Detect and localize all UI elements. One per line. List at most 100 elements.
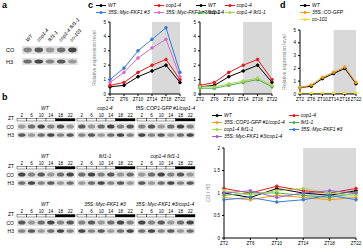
svg-text:CO: CO: [8, 124, 14, 130]
svg-text:5: 5: [193, 20, 196, 25]
svg-text:ZT18: ZT18: [161, 97, 172, 102]
svg-text:ZT22: ZT22: [351, 97, 355, 102]
svg-text:Relative expression level: Relative expression level: [281, 34, 287, 89]
svg-text:10: 10: [159, 113, 165, 118]
svg-text:10: 10: [39, 113, 45, 118]
svg-text:10: 10: [39, 209, 45, 214]
svg-text:14: 14: [108, 209, 114, 214]
svg-text:22: 22: [68, 113, 74, 118]
svg-text:4: 4: [103, 34, 106, 39]
svg-text:18: 18: [118, 209, 124, 214]
svg-text:ZT18: ZT18: [340, 97, 351, 102]
svg-text:0: 0: [217, 236, 220, 241]
svg-text:14: 14: [48, 209, 54, 214]
svg-text:18: 18: [178, 209, 184, 214]
svg-text:2: 2: [81, 113, 84, 118]
svg-text:ZT22: ZT22: [267, 97, 278, 102]
svg-text:ZT: ZT: [8, 115, 14, 121]
svg-text:6: 6: [90, 161, 93, 166]
svg-text:ZT2: ZT2: [296, 97, 304, 102]
svg-text:1: 1: [293, 79, 296, 84]
svg-text:6: 6: [30, 209, 33, 214]
svg-text:10: 10: [99, 113, 105, 118]
svg-text:2: 2: [141, 161, 144, 166]
svg-text:22: 22: [188, 209, 194, 214]
svg-text:ZT14: ZT14: [147, 97, 158, 102]
svg-text:35S::Myc-FKF1 #3: 35S::Myc-FKF1 #3: [84, 201, 126, 207]
svg-text:0.5: 0.5: [214, 213, 221, 218]
svg-text:ZT10: ZT10: [224, 97, 235, 102]
svg-text:cop1-4: cop1-4: [97, 105, 113, 111]
svg-text:H3: H3: [8, 180, 14, 186]
svg-text:10: 10: [39, 161, 45, 166]
svg-text:fkf1-1: fkf1-1: [99, 153, 112, 159]
svg-text:35S::Myc-FKF1 #3/cop1-4: 35S::Myc-FKF1 #3/cop1-4: [136, 201, 194, 207]
svg-text:2: 2: [217, 146, 220, 151]
svg-text:ZT14: ZT14: [238, 97, 249, 102]
svg-text:18: 18: [58, 161, 64, 166]
svg-text:18: 18: [178, 113, 184, 118]
svg-text:2: 2: [293, 66, 296, 71]
svg-text:18: 18: [118, 161, 124, 166]
svg-text:2: 2: [141, 113, 144, 118]
svg-text:ZT2: ZT2: [220, 241, 228, 246]
svg-text:6: 6: [30, 161, 33, 166]
svg-text:H3: H3: [8, 132, 14, 138]
svg-text:22: 22: [188, 113, 194, 118]
svg-text:6: 6: [90, 209, 93, 214]
svg-text:2: 2: [21, 161, 24, 166]
svg-text:ZT2: ZT2: [196, 97, 204, 102]
svg-text:2: 2: [81, 161, 84, 166]
svg-text:3: 3: [103, 48, 106, 53]
svg-text:18: 18: [58, 113, 64, 118]
svg-text:ZT10: ZT10: [317, 97, 328, 102]
svg-text:co-101: co-101: [68, 27, 83, 43]
svg-text:2: 2: [21, 113, 24, 118]
svg-text:22: 22: [68, 161, 74, 166]
svg-text:ZT6: ZT6: [210, 97, 218, 102]
svg-text:5: 5: [103, 20, 106, 25]
svg-text:18: 18: [118, 113, 124, 118]
svg-text:fkf1-1: fkf1-1: [46, 29, 59, 43]
svg-text:22: 22: [188, 161, 194, 166]
svg-text:ZT22: ZT22: [351, 241, 355, 246]
svg-text:14: 14: [48, 161, 54, 166]
svg-text:6: 6: [150, 113, 153, 118]
svg-text:2: 2: [141, 209, 144, 214]
svg-text:1: 1: [217, 191, 220, 196]
svg-text:4: 4: [293, 40, 296, 45]
svg-text:22: 22: [128, 209, 134, 214]
svg-text:6: 6: [150, 161, 153, 166]
svg-text:4: 4: [193, 34, 196, 39]
svg-text:18: 18: [58, 209, 64, 214]
svg-text:1.5: 1.5: [214, 168, 221, 173]
svg-text:H3: H3: [8, 59, 13, 65]
svg-text:Relative expression level: Relative expression level: [91, 30, 97, 85]
svg-text:WT: WT: [41, 105, 50, 111]
svg-text:ZT18: ZT18: [324, 241, 335, 246]
svg-text:CO: CO: [8, 172, 14, 178]
svg-text:0: 0: [193, 92, 196, 97]
svg-text:6: 6: [150, 209, 153, 214]
svg-text:CO / H3: CO / H3: [205, 184, 211, 202]
svg-text:WT: WT: [41, 153, 50, 159]
svg-text:10: 10: [159, 161, 165, 166]
svg-text:cop1-4 fkf1-1: cop1-4 fkf1-1: [150, 153, 179, 159]
svg-text:WT: WT: [24, 32, 34, 43]
svg-text:2: 2: [103, 63, 106, 68]
svg-text:14: 14: [168, 161, 174, 166]
svg-text:3: 3: [293, 53, 296, 58]
svg-text:2: 2: [21, 209, 24, 214]
svg-text:3: 3: [193, 48, 196, 53]
svg-text:22: 22: [128, 161, 134, 166]
svg-text:6: 6: [90, 113, 93, 118]
svg-text:CO: CO: [8, 47, 15, 53]
svg-text:10: 10: [99, 161, 105, 166]
svg-text:0: 0: [293, 92, 296, 97]
svg-text:14: 14: [168, 113, 174, 118]
svg-text:14: 14: [108, 113, 114, 118]
svg-text:22: 22: [128, 113, 134, 118]
svg-text:22: 22: [68, 209, 74, 214]
svg-text:ZT14: ZT14: [328, 97, 339, 102]
svg-text:ZT: ZT: [8, 211, 14, 217]
